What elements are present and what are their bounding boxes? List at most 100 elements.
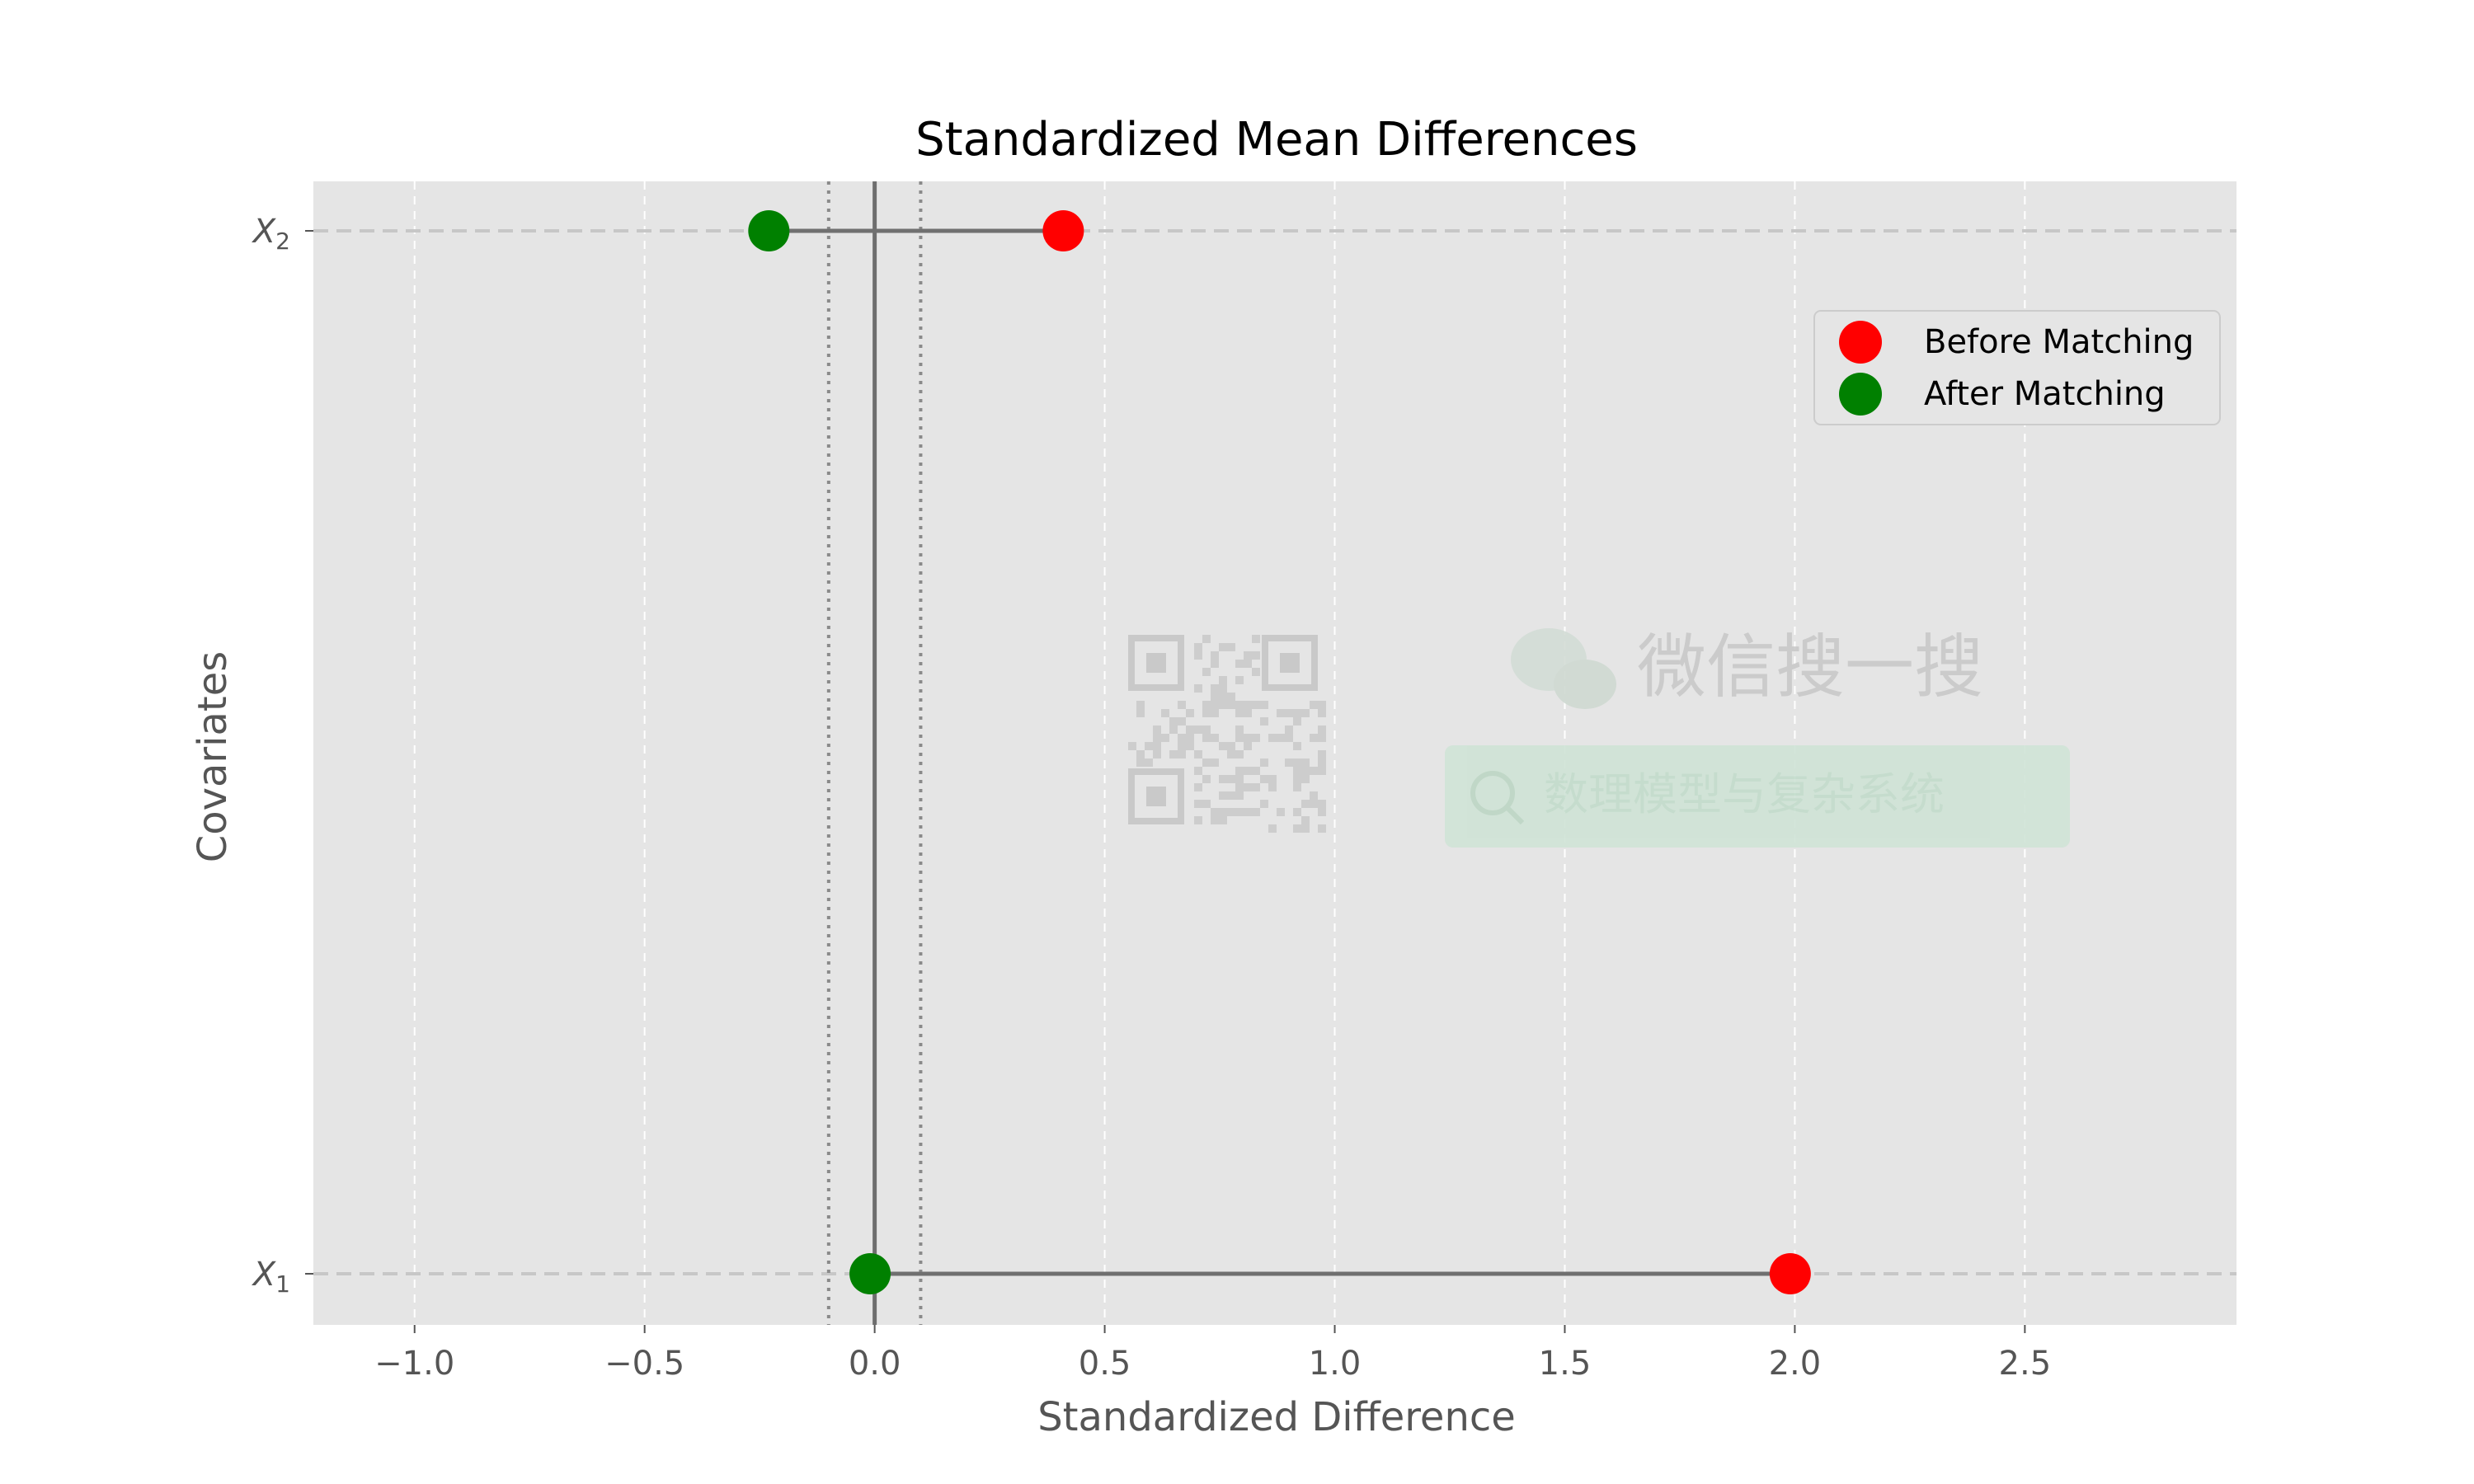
qr-module — [1219, 693, 1227, 701]
x-tick-label: 0.0 — [849, 1345, 901, 1383]
qr-module — [1244, 709, 1252, 717]
point-before-matching — [1042, 210, 1084, 251]
qr-module — [1128, 742, 1136, 750]
qr-module — [1310, 791, 1318, 800]
qr-module — [1301, 758, 1310, 767]
qr-module — [1318, 709, 1326, 717]
qr-module — [1252, 783, 1260, 791]
y-tick-label: X1 — [252, 1256, 290, 1298]
qr-finder — [1128, 768, 1184, 824]
qr-module — [1285, 726, 1293, 734]
qr-module — [1277, 734, 1285, 742]
magnifier-icon — [1470, 771, 1525, 825]
qr-module — [1202, 800, 1211, 808]
qr-module — [1260, 717, 1268, 726]
watermark-app-text: 微信搜一搜 — [1637, 627, 1983, 707]
qr-finder-dot — [1146, 653, 1166, 673]
qr-module — [1285, 758, 1293, 767]
qr-module — [1244, 742, 1252, 750]
qr-module — [1161, 709, 1169, 717]
qr-module — [1145, 758, 1153, 767]
qr-module — [1318, 767, 1326, 775]
qr-module — [1153, 726, 1161, 734]
qr-module — [1153, 734, 1161, 742]
wechat-icon — [1511, 628, 1616, 709]
qr-module — [1211, 684, 1219, 693]
qr-module — [1219, 816, 1227, 824]
qr-module — [1318, 800, 1326, 808]
qr-module — [1211, 758, 1219, 767]
qr-finder — [1128, 635, 1184, 691]
qr-module — [1310, 734, 1318, 742]
qr-module — [1219, 676, 1227, 684]
qr-module — [1169, 717, 1178, 726]
qr-module — [1194, 800, 1202, 808]
qr-module — [1211, 651, 1219, 660]
qr-module — [1252, 651, 1260, 660]
x-tick-label: 2.0 — [1769, 1345, 1822, 1383]
qr-module — [1178, 717, 1186, 726]
qr-module — [1211, 709, 1219, 717]
qr-module — [1235, 791, 1244, 800]
x-tick-label: 0.5 — [1079, 1345, 1131, 1383]
x-tick-label: −1.0 — [374, 1345, 454, 1383]
qr-module — [1293, 717, 1301, 726]
point-after-matching — [748, 210, 790, 251]
qr-module — [1244, 783, 1252, 791]
qr-module — [1136, 750, 1145, 758]
qr-module — [1153, 750, 1161, 758]
x-tick-label: 2.5 — [1999, 1345, 2052, 1383]
qr-module — [1227, 742, 1235, 750]
connector-lines — [769, 228, 1790, 1276]
legend-label-after: After Matching — [1924, 375, 2166, 413]
qr-module — [1318, 701, 1326, 709]
qr-module — [1202, 758, 1211, 767]
qr-module — [1219, 808, 1227, 816]
qr-module — [1318, 824, 1326, 833]
qr-module — [1186, 726, 1194, 734]
qr-module — [1310, 800, 1318, 808]
qr-module — [1211, 693, 1219, 701]
watermark-search-box — [1445, 745, 2070, 848]
qr-module — [1136, 709, 1145, 717]
qr-module — [1161, 734, 1169, 742]
qr-module — [1227, 750, 1235, 758]
legend-label-before: Before Matching — [1924, 323, 2194, 361]
qr-module — [1252, 767, 1260, 775]
qr-module — [1202, 709, 1211, 717]
qr-module — [1310, 767, 1318, 775]
qr-module — [1219, 775, 1227, 783]
qr-module — [1260, 701, 1268, 709]
qr-module — [1293, 767, 1301, 775]
qr-module — [1227, 701, 1235, 709]
qr-module — [1186, 742, 1194, 750]
qr-module — [1202, 734, 1211, 742]
qr-finder-dot — [1146, 787, 1166, 806]
qr-module — [1260, 775, 1268, 783]
qr-module — [1318, 808, 1326, 816]
qr-module — [1293, 775, 1301, 783]
qr-module — [1268, 775, 1277, 783]
qr-module — [1293, 824, 1301, 833]
qr-module — [1227, 808, 1235, 816]
qr-finder — [1262, 635, 1318, 691]
legend-marker-before — [1839, 321, 1882, 364]
qr-module — [1227, 693, 1235, 701]
qr-module — [1178, 750, 1186, 758]
qr-module — [1301, 767, 1310, 775]
legend: Before Matching After Matching — [1813, 310, 2221, 425]
qr-module — [1277, 709, 1285, 717]
watermark-search-text: 数理模型与复杂系统 — [1544, 768, 1945, 820]
qr-module — [1235, 660, 1244, 668]
legend-box — [1813, 310, 2221, 425]
qr-module — [1285, 709, 1293, 717]
y-tick-label: X2 — [252, 213, 290, 255]
qr-module — [1227, 643, 1235, 651]
qr-module — [1244, 701, 1252, 709]
qr-module — [1194, 816, 1202, 824]
qr-module — [1235, 734, 1244, 742]
x-tick-label: −0.5 — [604, 1345, 684, 1383]
y-axis-label: Covariates — [190, 651, 236, 863]
x-axis-ticks: −1.0 −0.5 0.0 0.5 1.0 1.5 2.0 2.5 — [374, 1325, 2051, 1383]
qr-module — [1211, 808, 1219, 816]
